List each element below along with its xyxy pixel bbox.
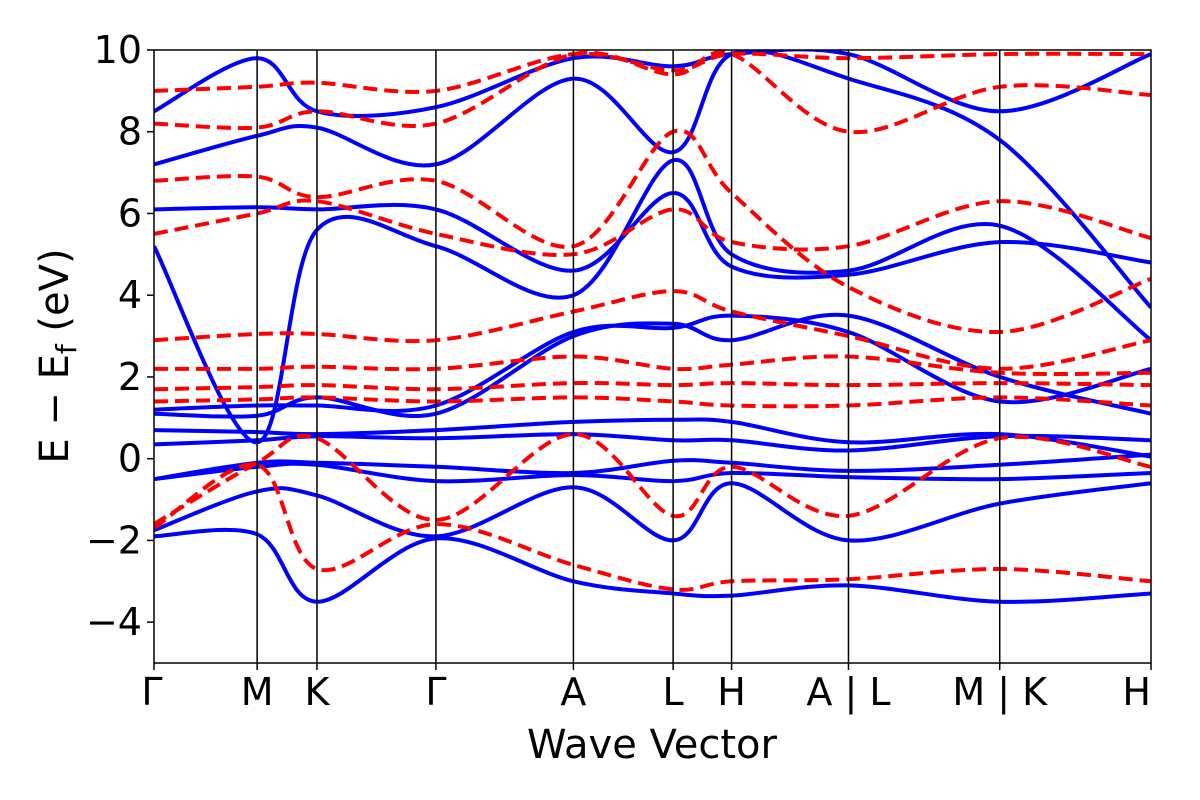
solid-band-9 bbox=[154, 190, 1151, 280]
x-axis-label: Wave Vector bbox=[527, 722, 778, 768]
solid-band-4 bbox=[154, 432, 1151, 453]
x-tick-label-4: A bbox=[560, 670, 586, 714]
dashed-band-2 bbox=[154, 395, 1151, 409]
y-tick-label-0: −4 bbox=[86, 600, 142, 644]
solid-band-1 bbox=[154, 481, 1151, 543]
symmetry-lines bbox=[256, 50, 1001, 663]
y-tick-label-1: −2 bbox=[86, 518, 142, 562]
x-tick-label-5: L bbox=[663, 670, 684, 714]
y-axis-label: E − Ef (eV) bbox=[32, 248, 83, 463]
x-tick-label-7: A | L bbox=[806, 670, 890, 715]
dashed-band-7 bbox=[154, 128, 1151, 335]
dashed-band-4 bbox=[154, 354, 1151, 377]
y-tick-label-7: 10 bbox=[94, 28, 142, 72]
x-tick-label-1: M bbox=[241, 670, 274, 714]
y-tick-label-3: 2 bbox=[118, 355, 142, 399]
x-tick-label-6: H bbox=[717, 670, 746, 714]
y-axis-label-sub: f bbox=[50, 343, 83, 354]
bands-layer bbox=[154, 50, 1151, 604]
solid-band-0 bbox=[154, 527, 1151, 604]
solid-band-10 bbox=[154, 50, 1151, 309]
dashed-band-9 bbox=[154, 51, 1151, 94]
solid-band-5 bbox=[154, 417, 1151, 459]
y-axis-label-main: E − E bbox=[32, 354, 78, 464]
x-tick-label-8: M | K bbox=[952, 670, 1048, 715]
dashed-band-8 bbox=[154, 50, 1151, 135]
solid-band-8 bbox=[154, 158, 1151, 445]
solid-band-6 bbox=[154, 312, 1151, 419]
dashed-band-1 bbox=[154, 432, 1151, 526]
dashed-band-3 bbox=[154, 380, 1151, 392]
x-tick-label-9: H bbox=[1122, 670, 1151, 714]
plot-frame bbox=[153, 49, 1152, 664]
y-axis-label-unit: (eV) bbox=[32, 248, 78, 344]
dashed-band-5 bbox=[154, 289, 1151, 371]
y-tick-label-2: 0 bbox=[118, 437, 142, 481]
y-tick-label-4: 4 bbox=[118, 273, 142, 317]
x-tick-label-0: Γ bbox=[141, 670, 162, 714]
y-axis-ticks: −4 −2 0 2 4 6 8 10 bbox=[86, 28, 154, 644]
x-tick-label-3: Γ bbox=[425, 670, 446, 714]
dashed-band-0 bbox=[154, 462, 1151, 592]
y-tick-label-6: 8 bbox=[118, 110, 142, 154]
solid-band-7 bbox=[154, 313, 1151, 413]
y-tick-label-5: 6 bbox=[118, 191, 142, 235]
x-tick-label-2: K bbox=[304, 670, 330, 714]
solid-band-3 bbox=[154, 452, 1151, 482]
dashed-band-6 bbox=[154, 198, 1151, 257]
